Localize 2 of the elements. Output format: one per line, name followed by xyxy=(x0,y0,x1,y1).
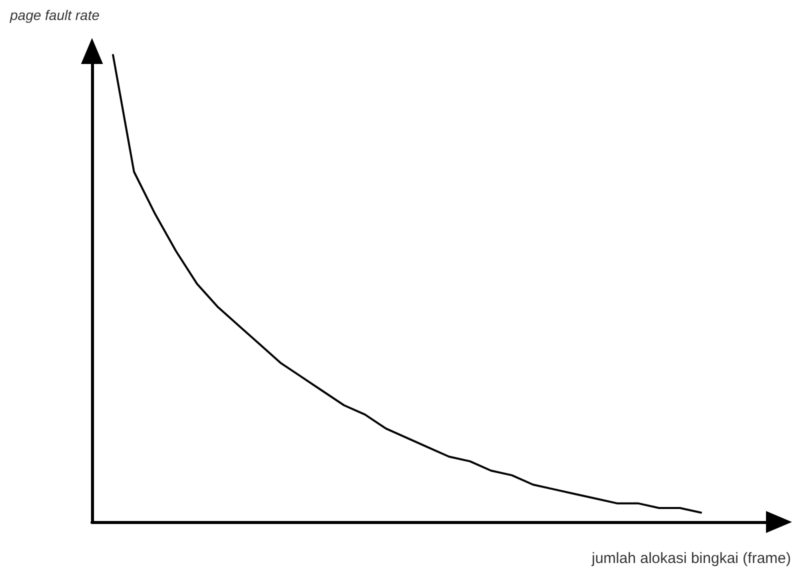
y-axis-title: page fault rate xyxy=(9,7,100,23)
x-axis-title: jumlah alokasi bingkai (frame) xyxy=(590,550,792,567)
